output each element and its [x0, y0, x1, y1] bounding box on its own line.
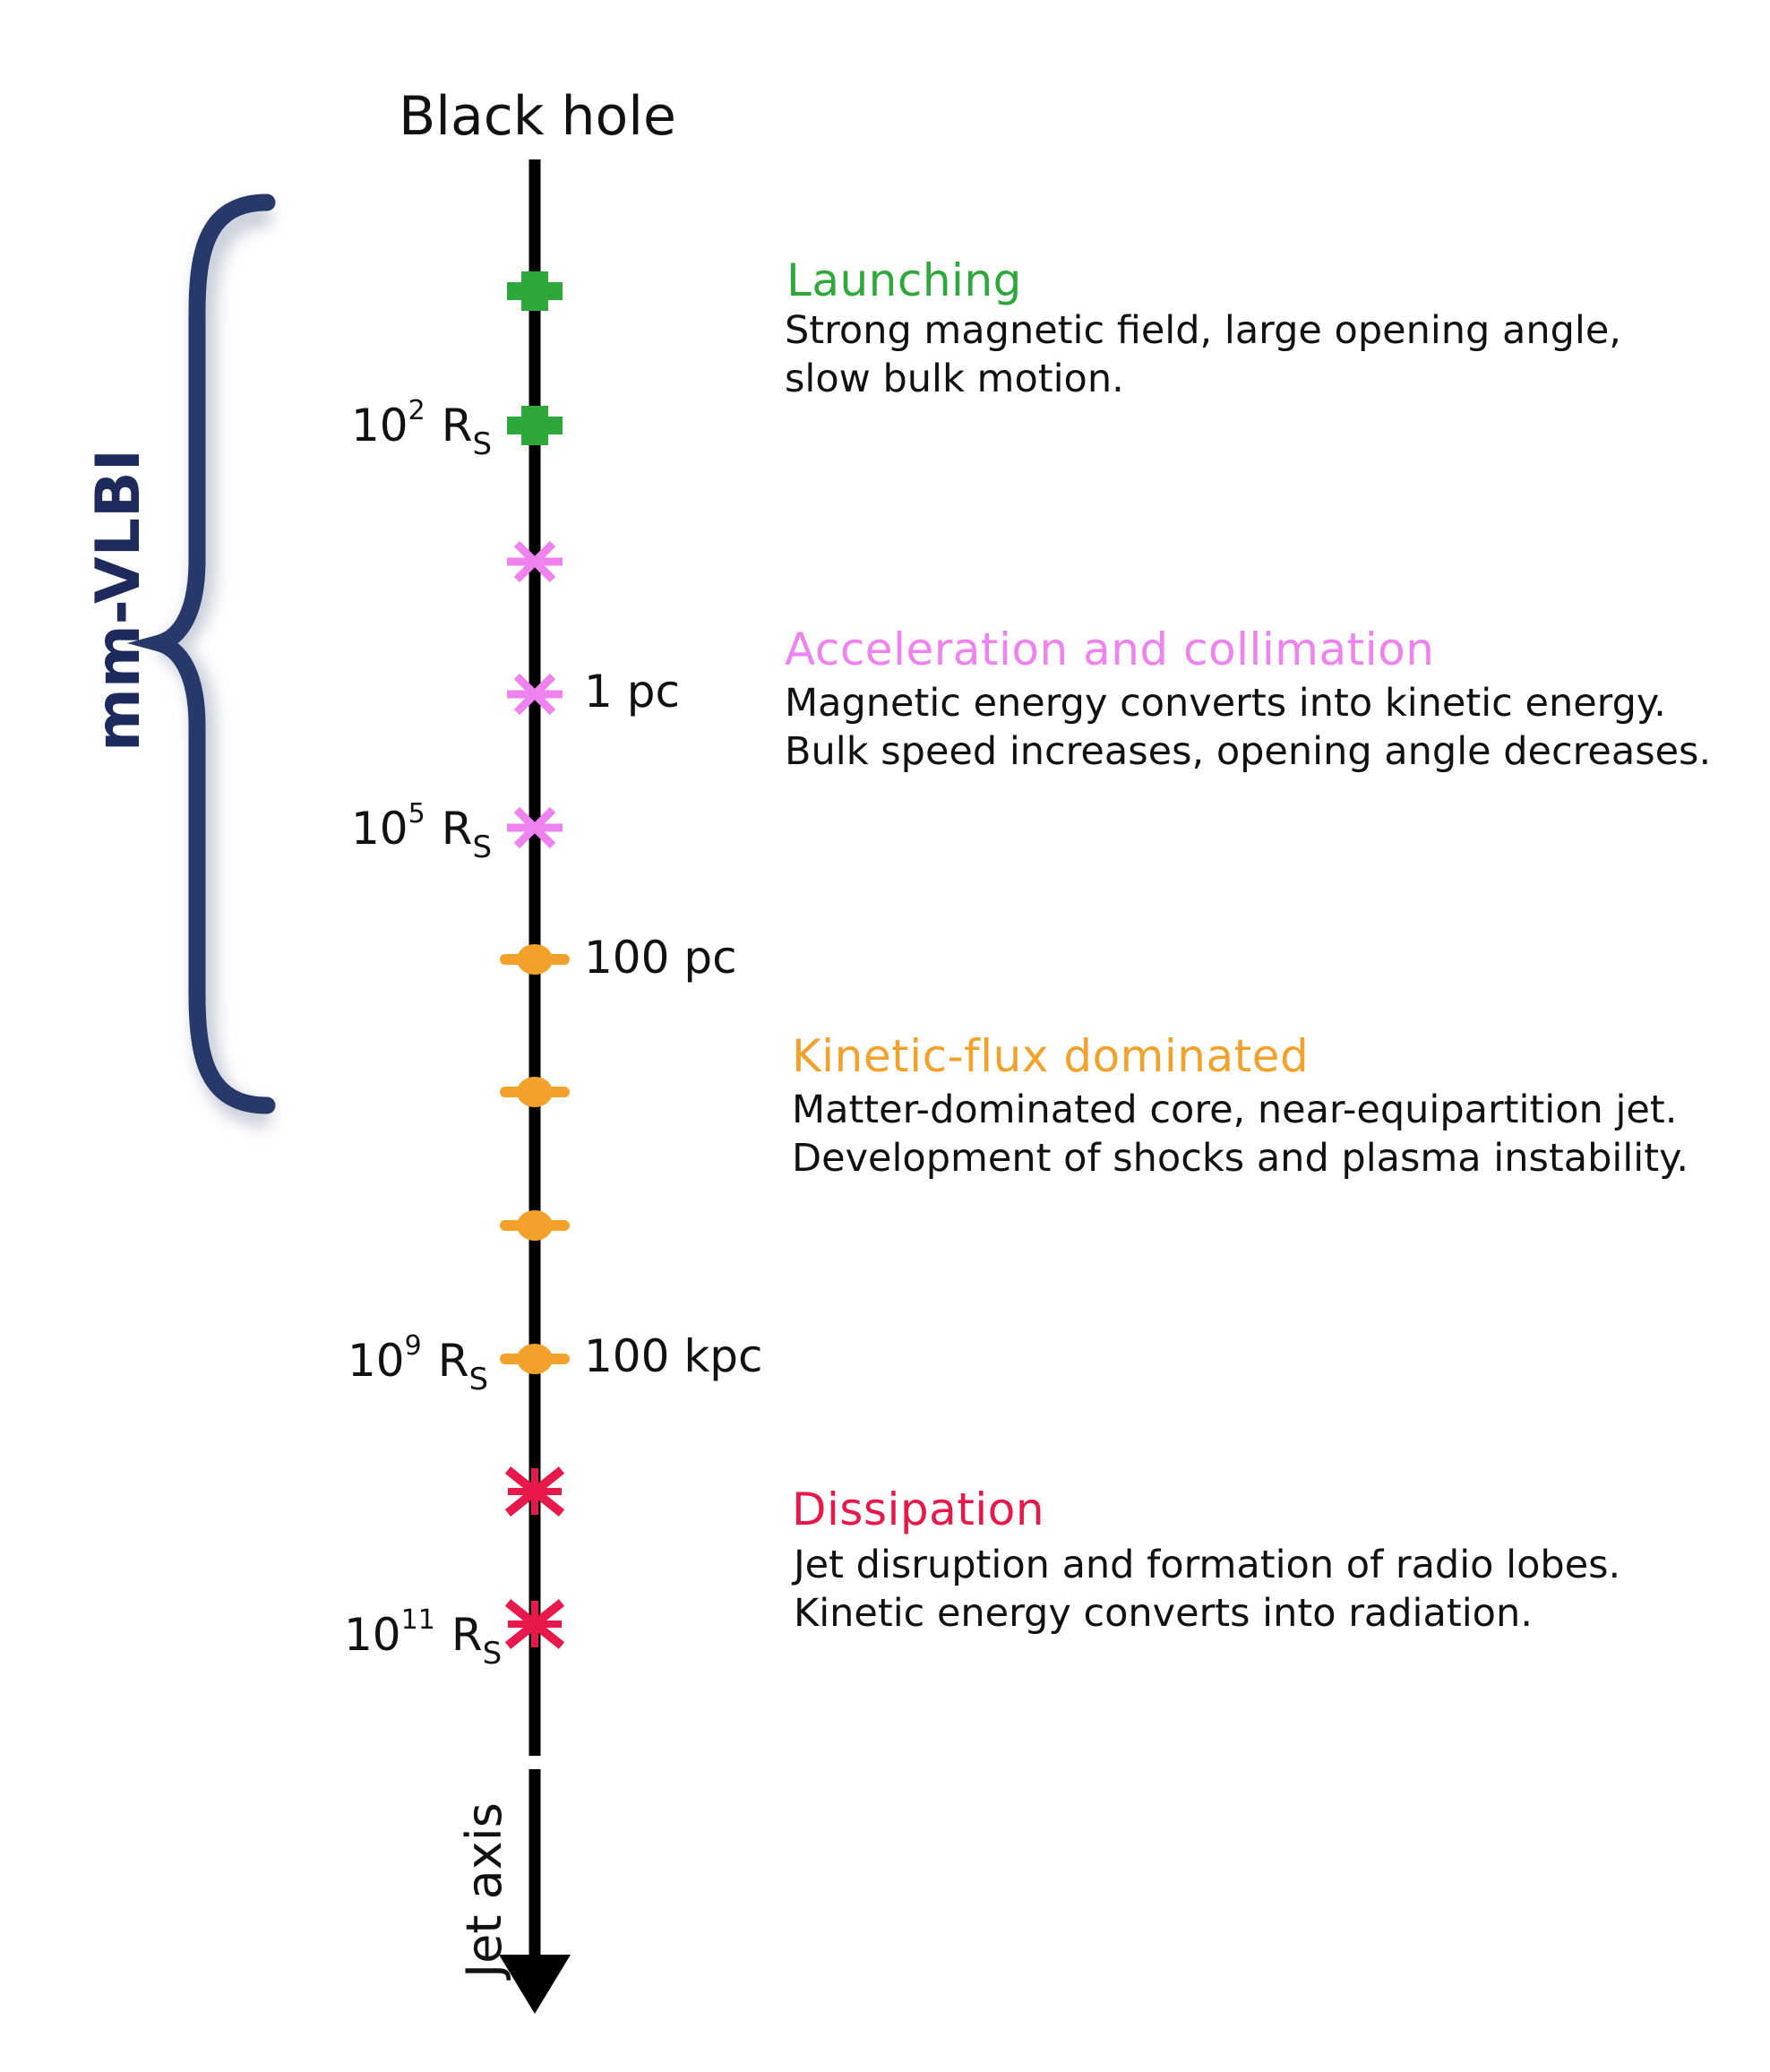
phase-title-launching: Launching	[786, 254, 1022, 306]
jet-axis-label: Jet axis	[455, 1802, 512, 1978]
phase-title-acceleration: Acceleration and collimation	[785, 623, 1435, 675]
launching-plus-marker-icon	[507, 271, 563, 311]
scale-label: 109 RS	[348, 1330, 489, 1397]
mm-vlbi-label: mm-VLBI	[82, 448, 154, 752]
phase-desc-dissipation: Jet disruption and formation of radio lo…	[794, 1543, 1621, 1636]
distance-label: 1 pc	[584, 666, 680, 718]
scale-label: 1011 RS	[344, 1604, 503, 1672]
dissipation-cross-marker-icon	[504, 1466, 565, 1517]
kinetic-diamond-marker-icon	[500, 944, 570, 975]
kinetic-diamond-marker-icon	[500, 1077, 570, 1107]
bracket-icon	[127, 193, 276, 1114]
launching-plus-marker-icon	[507, 406, 563, 445]
jet-axis-arrowhead-icon	[499, 1955, 571, 2014]
distance-label: 100 pc	[584, 932, 737, 984]
acceleration-star-marker-icon	[507, 540, 563, 583]
phase-title-kinetic: Kinetic-flux dominated	[792, 1030, 1310, 1082]
phase-title-dissipation: Dissipation	[792, 1483, 1045, 1535]
kinetic-diamond-marker-icon	[500, 1210, 570, 1241]
scale-label: 105 RS	[351, 798, 493, 865]
phase-desc-acceleration: Magnetic energy converts into kinetic en…	[785, 681, 1712, 774]
black-hole-label: Black hole	[399, 85, 676, 148]
kinetic-diamond-marker-icon	[500, 1344, 570, 1374]
phase-desc-launching: Strong magnetic field, large opening ang…	[785, 308, 1621, 401]
acceleration-star-marker-icon	[507, 673, 563, 716]
scale-label: 102 RS	[351, 395, 493, 462]
distance-label: 100 kpc	[584, 1330, 763, 1382]
acceleration-star-marker-icon	[507, 806, 563, 849]
phase-desc-kinetic: Matter-dominated core, near-equipartitio…	[792, 1088, 1689, 1181]
dissipation-cross-marker-icon	[504, 1599, 565, 1649]
